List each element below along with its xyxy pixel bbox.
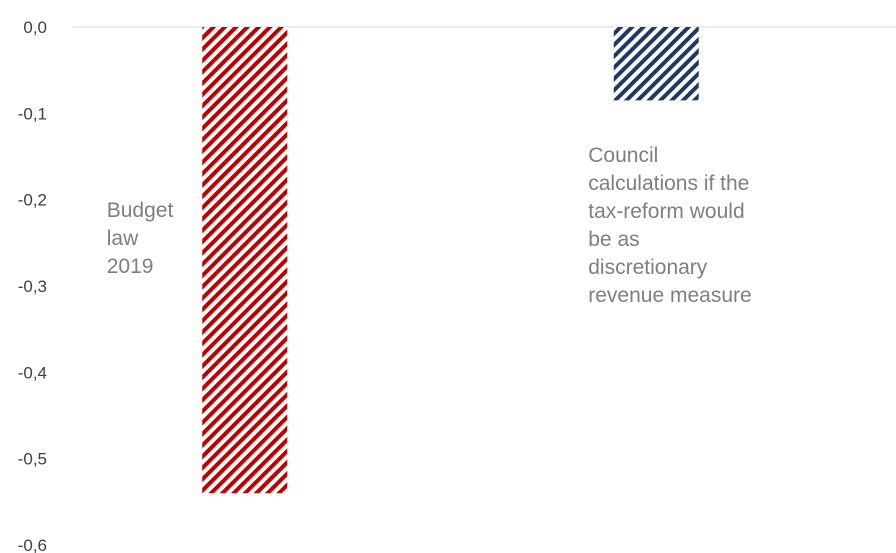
category-label-line: discretionary: [588, 256, 708, 279]
category-label-0: Budget law 2019: [107, 199, 174, 278]
y-tick-label: -0,1: [18, 104, 47, 123]
bar-1: [613, 27, 699, 101]
y-tick-label: 0,0: [23, 18, 47, 37]
y-axis: 0,0 -0,1 -0,2 -0,3 -0,4 -0,5 -0,6: [18, 18, 47, 553]
y-tick-label: -0,2: [18, 191, 47, 210]
category-label-line: revenue measure: [588, 284, 751, 307]
category-label-line: Budget: [107, 199, 174, 222]
y-tick-label: -0,3: [18, 277, 47, 296]
category-label-1: Council calculations if the tax-reform wou…: [588, 144, 751, 307]
category-label-line: be as: [588, 228, 639, 251]
category-label-line: calculations if the: [588, 172, 749, 195]
bar-0: [202, 27, 288, 494]
y-tick-label: -0,4: [18, 363, 47, 382]
y-tick-label: -0,6: [18, 536, 47, 553]
category-label-line: law: [107, 227, 139, 250]
y-tick-label: -0,5: [18, 450, 47, 469]
category-label-line: 2019: [107, 255, 154, 278]
annotations: Budget law 2019 Council calculations if the t…: [107, 144, 752, 307]
bars: [202, 27, 699, 494]
category-label-line: tax-reform would: [588, 200, 744, 223]
category-label-line: Council: [588, 144, 658, 167]
